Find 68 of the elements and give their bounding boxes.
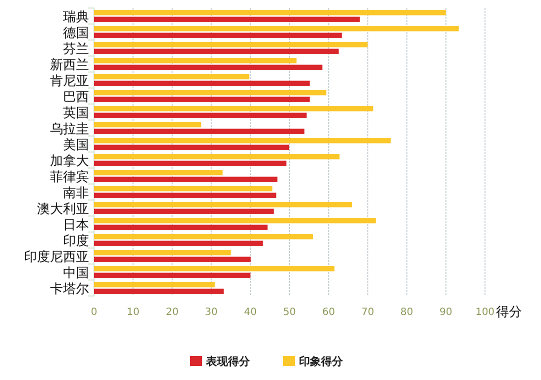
x-tick-label: 70 bbox=[361, 307, 374, 318]
x-tick-label: 0 bbox=[90, 307, 98, 318]
y-tick-label: 澳大利亚 bbox=[37, 202, 89, 217]
bar bbox=[94, 144, 290, 150]
bar bbox=[94, 160, 286, 166]
bar bbox=[94, 272, 250, 278]
y-tick-label: 乌拉圭 bbox=[50, 122, 89, 137]
bar bbox=[94, 74, 250, 80]
bar bbox=[94, 170, 223, 176]
bar bbox=[94, 154, 340, 160]
bar bbox=[94, 128, 304, 134]
bar bbox=[94, 282, 215, 288]
x-tick-label: 50 bbox=[283, 307, 296, 318]
y-tick-label: 卡塔尔 bbox=[50, 282, 89, 297]
bar bbox=[94, 234, 313, 240]
x-tick-label: 100 bbox=[475, 307, 495, 318]
y-tick-label: 中国 bbox=[63, 266, 89, 281]
x-tick-label: 10 bbox=[126, 307, 140, 318]
bar bbox=[94, 138, 391, 144]
bar bbox=[94, 266, 334, 272]
bar bbox=[94, 16, 360, 22]
bar bbox=[94, 240, 263, 246]
bar bbox=[94, 64, 322, 70]
x-tick-label: 80 bbox=[400, 307, 414, 318]
bar bbox=[94, 26, 459, 32]
bar bbox=[94, 122, 202, 128]
legend-label: 表现得分 bbox=[205, 355, 251, 368]
bar bbox=[94, 32, 342, 38]
bar bbox=[94, 90, 326, 96]
bar bbox=[94, 10, 446, 16]
bar bbox=[94, 112, 307, 118]
y-tick-label: 肯尼亚 bbox=[50, 74, 89, 89]
x-tick-label: 40 bbox=[244, 307, 257, 318]
y-tick-label: 加拿大 bbox=[50, 154, 89, 169]
x-tick-label: 30 bbox=[204, 307, 218, 318]
bar bbox=[94, 176, 278, 182]
bar bbox=[94, 250, 231, 256]
y-tick-label: 新西兰 bbox=[50, 58, 89, 73]
bar bbox=[94, 218, 376, 224]
y-tick-label: 瑞典 bbox=[63, 10, 89, 25]
y-tick-label: 印度尼西亚 bbox=[24, 249, 89, 265]
bar bbox=[94, 48, 339, 54]
bar bbox=[94, 288, 224, 294]
y-tick-label: 南非 bbox=[63, 186, 89, 201]
x-axis-title: 得分 bbox=[496, 305, 522, 320]
y-tick-label: 巴西 bbox=[63, 90, 89, 105]
bar bbox=[94, 202, 352, 208]
y-tick-label: 美国 bbox=[63, 137, 89, 153]
x-tick-label: 60 bbox=[322, 307, 335, 318]
legend-label: 印象得分 bbox=[299, 355, 344, 368]
bar bbox=[94, 192, 276, 198]
y-tick-label: 芬兰 bbox=[63, 42, 89, 57]
y-tick-label: 日本 bbox=[63, 218, 89, 233]
bar bbox=[94, 42, 368, 48]
bar bbox=[94, 96, 310, 102]
y-tick-label: 德国 bbox=[63, 26, 89, 41]
bar bbox=[94, 224, 268, 230]
y-tick-label: 英国 bbox=[63, 106, 89, 121]
bar bbox=[94, 186, 272, 192]
x-tick-label: 20 bbox=[166, 307, 179, 318]
bar bbox=[94, 106, 374, 112]
bar bbox=[94, 58, 297, 64]
y-tick-label: 菲律宾 bbox=[50, 169, 89, 185]
bar bbox=[94, 208, 274, 214]
bar bbox=[94, 80, 310, 86]
bar bbox=[94, 256, 251, 262]
y-tick-label: 印度 bbox=[63, 233, 89, 249]
x-tick-label: 90 bbox=[440, 307, 452, 318]
